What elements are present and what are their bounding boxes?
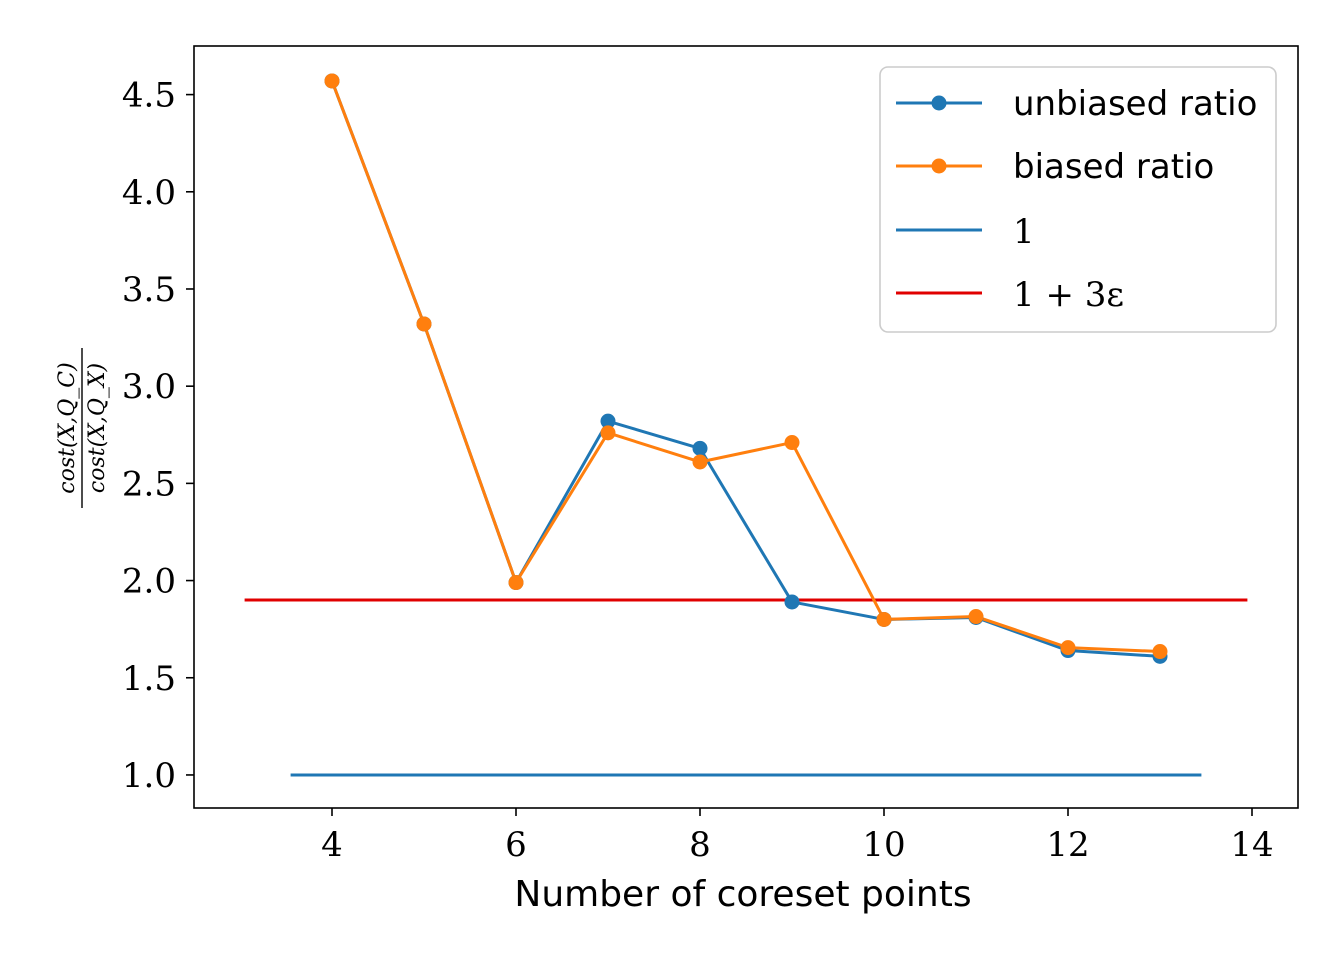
y-tick-label: 2.5 bbox=[122, 464, 176, 504]
data-point-biased-ratio bbox=[324, 73, 340, 89]
y-tick-label: 1.5 bbox=[122, 659, 176, 699]
x-tick-label: 6 bbox=[505, 825, 527, 865]
legend-box bbox=[879, 66, 1277, 333]
data-point-biased-ratio bbox=[692, 454, 708, 470]
legend-label-biased-ratio: biased ratio bbox=[1013, 147, 1214, 187]
data-point-biased-ratio bbox=[876, 611, 892, 627]
data-point-biased-ratio bbox=[784, 435, 800, 451]
y-tick-label: 3.5 bbox=[122, 270, 176, 310]
x-tick-label: 8 bbox=[689, 825, 711, 865]
legend-entry-biased-ratio: biased ratio bbox=[896, 147, 1214, 187]
legend-label-one-plus-three-epsilon: 1 + 3ε bbox=[1013, 275, 1124, 315]
data-point-biased-ratio bbox=[416, 316, 432, 332]
x-axis-ticks: 4 6 8 10 12 14 bbox=[321, 808, 1274, 865]
legend-entry-unbiased-ratio: unbiased ratio bbox=[896, 84, 1257, 124]
x-tick-label: 10 bbox=[862, 825, 905, 865]
series-line-biased-ratio bbox=[330, 80, 1161, 654]
legend-label-one: 1 bbox=[1013, 212, 1035, 252]
y-axis-ticks: 1.0 1.5 2.0 2.5 3.0 3.5 4.0 4.5 bbox=[122, 76, 194, 796]
y-tick-label: 4.5 bbox=[122, 76, 176, 116]
axes-frame bbox=[193, 45, 1299, 809]
y-tick-label: 4.0 bbox=[122, 173, 176, 213]
legend-marker-unbiased-ratio bbox=[931, 95, 947, 111]
y-axis-label-denominator: cost(X,Q_X) bbox=[85, 363, 110, 493]
y-tick-label: 3.0 bbox=[122, 367, 176, 407]
data-point-unbiased-ratio bbox=[692, 440, 708, 456]
legend-label-unbiased-ratio: unbiased ratio bbox=[1013, 84, 1257, 124]
y-axis-label: cost(X,Q_C) cost(X,Q_X) bbox=[55, 348, 110, 508]
y-tick-label: 1.0 bbox=[122, 756, 176, 796]
x-axis-label: Number of coreset points bbox=[514, 874, 971, 915]
legend: unbiased ratio biased ratio 1 1 + 3ε bbox=[879, 66, 1277, 333]
data-point-biased-ratio bbox=[968, 609, 984, 625]
data-point-biased-ratio bbox=[1152, 644, 1168, 660]
legend-entry-one: 1 bbox=[896, 212, 1035, 252]
x-tick-label: 4 bbox=[321, 825, 343, 865]
x-tick-label: 12 bbox=[1046, 825, 1089, 865]
legend-marker-biased-ratio bbox=[931, 158, 947, 174]
data-point-biased-ratio bbox=[600, 425, 616, 441]
x-tick-label: 14 bbox=[1230, 825, 1273, 865]
data-point-biased-ratio bbox=[1060, 640, 1076, 656]
data-point-biased-ratio bbox=[508, 575, 524, 591]
plot-lines bbox=[244, 80, 1248, 777]
data-point-unbiased-ratio bbox=[784, 594, 800, 610]
y-tick-label: 2.0 bbox=[122, 562, 176, 602]
data-point-unbiased-ratio bbox=[600, 413, 616, 429]
plot-markers bbox=[324, 73, 1168, 664]
y-axis-label-numerator: cost(X,Q_C) bbox=[55, 362, 80, 493]
legend-entry-one-plus-three-epsilon: 1 + 3ε bbox=[896, 275, 1124, 315]
